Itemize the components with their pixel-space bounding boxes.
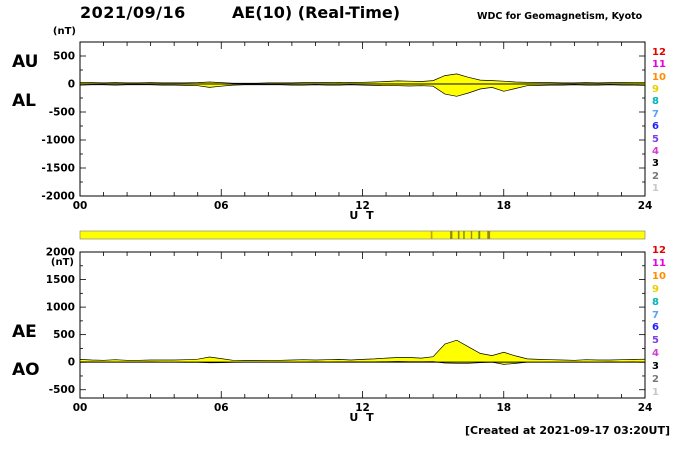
created-timestamp: [Created at 2021-09-17 03:20UT] [464,424,670,437]
ytick-label: 500 [53,51,75,63]
station-count-11: 11 [652,257,666,269]
ytick-label: 1000 [46,302,75,314]
xtick-label: 24 [638,402,653,414]
ytick-label: 0 [68,79,75,91]
plot-date: 2021/09/16 [80,3,186,22]
station-count-6: 6 [652,121,659,133]
ytick-label: -1500 [41,163,75,175]
xtick-label: 06 [214,200,229,212]
station-count-1: 1 [652,182,659,194]
ytick-label: 2000 [46,247,75,259]
xtick-label: 12 [355,200,370,212]
label-au: AU [12,52,39,72]
station-count-7: 7 [652,108,659,120]
plot-title: AE(10) (Real-Time) [232,3,401,22]
xaxis-label-top: U T [349,209,376,222]
xtick-label: 12 [355,402,370,414]
station-count-8: 8 [652,96,659,108]
xtick-label: 00 [73,402,88,414]
availability-segment [430,231,433,239]
station-count-legend-top: 12 11 10 9 8 7 6 5 4 3 2 1 [652,48,674,194]
station-count-2: 2 [652,374,659,386]
ytick-label: -500 [49,384,75,396]
xaxis-label-bottom: U T [349,411,376,424]
label-ae: AE [12,322,37,342]
availability-segment [463,231,465,239]
availability-segment [478,231,481,239]
station-count-4: 4 [652,145,659,157]
station-count-5: 5 [652,133,659,145]
ytick-label: 0 [68,357,75,369]
station-count-3: 3 [652,361,659,373]
station-count-9: 9 [652,84,659,96]
ytick-label: 500 [53,329,75,341]
availability-segment [487,231,491,239]
availability-segment [457,231,460,239]
unit-label-top: (nT) [52,26,76,37]
station-count-11: 11 [652,59,666,71]
al-trace [79,83,646,97]
ytick-label: -500 [49,107,75,119]
label-ao: AO [12,360,40,380]
panel-frame-0 [79,41,646,197]
station-count-3: 3 [652,158,659,170]
station-count-1: 1 [652,386,659,398]
station-count-2: 2 [652,170,659,182]
station-count-5: 5 [652,335,659,347]
panel-frame-1 [79,251,646,399]
label-al: AL [12,91,36,111]
ytick-label: -2000 [41,191,75,203]
station-count-10: 10 [652,270,666,282]
station-count-legend-bottom: 12 11 10 9 8 7 6 5 4 3 2 1 [652,246,674,398]
station-count-12: 12 [652,47,666,58]
station-availability-bar [79,230,646,240]
xtick-label: 24 [638,200,653,212]
availability-segment [470,231,473,239]
station-count-7: 7 [652,309,659,321]
xtick-label: 18 [496,200,511,212]
station-count-9: 9 [652,283,659,295]
au-trace [79,73,646,85]
xtick-label: 00 [73,200,88,212]
station-count-4: 4 [652,348,659,360]
xtick-label: 06 [214,402,229,414]
station-count-12: 12 [652,245,666,256]
station-count-6: 6 [652,322,659,334]
availability-segment [450,231,453,239]
ytick-label: 1500 [46,274,75,286]
station-count-10: 10 [652,71,666,83]
ytick-label: -1000 [41,135,75,147]
ae-trace [79,339,646,363]
data-source: WDC for Geomagnetism, Kyoto [477,11,643,22]
unit-label-bottom: (nT) [50,257,74,268]
xtick-label: 18 [496,402,511,414]
station-count-8: 8 [652,296,659,308]
